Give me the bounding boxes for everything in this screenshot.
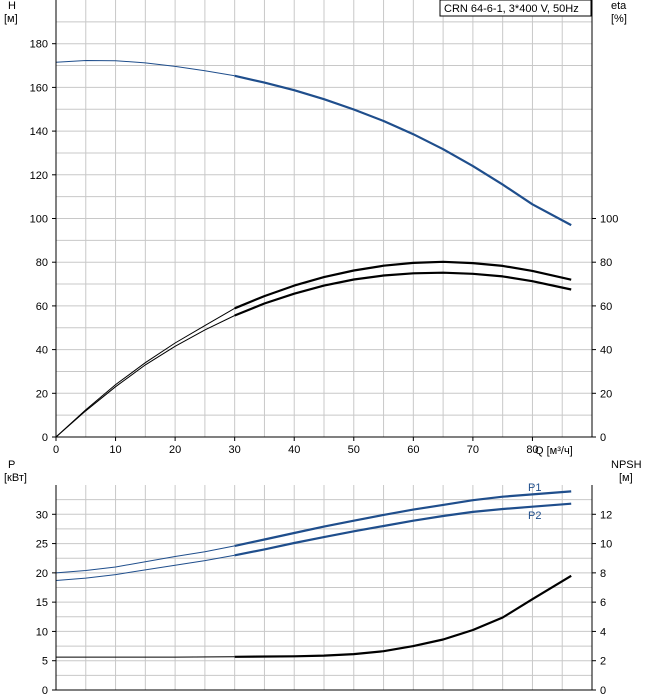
bottom-left-axis-unit: [кВт] (4, 472, 27, 484)
y-left-tick-label: 20 (36, 388, 48, 400)
x-tick-label: 10 (109, 444, 121, 456)
x-tick-label: 50 (348, 444, 360, 456)
bottom-right-axis-title: NPSH (611, 459, 642, 471)
y-left-tick-label: 80 (36, 257, 48, 269)
y-right-tick-label: 0 (600, 685, 606, 697)
y-right-tick-label: 80 (600, 257, 612, 269)
x-tick-label: 70 (467, 444, 479, 456)
y-left-tick-label: 20 (36, 568, 48, 580)
y-left-tick-label: 30 (36, 509, 48, 521)
y-left-tick-label: 180 (30, 39, 48, 51)
x-tick-label: 80 (526, 444, 538, 456)
y-right-tick-label: 8 (600, 568, 606, 580)
curve-head (234, 74, 572, 227)
curve-eta-2-extended (55, 315, 235, 438)
curve-p1-extended (55, 545, 235, 574)
y-left-tick-label: 15 (36, 597, 48, 609)
curves (55, 59, 572, 658)
grid-bottom (56, 485, 592, 690)
curve-p2-extended (55, 554, 235, 581)
y-right-tick-label: 12 (600, 509, 612, 521)
legend-box (439, 0, 592, 17)
y-left-tick-label: 160 (30, 82, 48, 94)
y-right-tick-label: 100 (600, 214, 618, 226)
x-tick-label: 60 (407, 444, 419, 456)
top-left-axis-title: H (8, 0, 16, 12)
y-right-tick-label: 2 (600, 656, 606, 668)
series-label-p1: P1 (528, 482, 541, 494)
grid-top (56, 0, 592, 437)
y-right-tick-label: 6 (600, 597, 606, 609)
y-left-tick-label: 10 (36, 626, 48, 638)
curve-npsh (234, 574, 572, 658)
top-left-axis-unit: [м] (4, 13, 18, 25)
bottom-left-axis-title: P (8, 459, 15, 471)
series-label-p2: P2 (528, 510, 541, 522)
curve-eta-1-extended (55, 307, 235, 438)
x-axis-title: Q [м³/ч] (535, 445, 573, 457)
y-left-tick-label: 0 (42, 432, 48, 444)
curve-p2 (234, 502, 572, 557)
x-tick-label: 0 (53, 444, 59, 456)
y-right-tick-label: 60 (600, 301, 612, 313)
axes (52, 0, 596, 691)
curve-head-extended (55, 59, 235, 77)
top-right-axis-unit: [%] (611, 13, 627, 25)
x-tick-label: 30 (229, 444, 241, 456)
legend-box-text: CRN 64-6-1, 3*400 V, 50Hz (444, 3, 579, 15)
y-left-tick-label: 120 (30, 170, 48, 182)
y-right-tick-label: 4 (600, 626, 606, 638)
y-left-tick-label: 60 (36, 301, 48, 313)
bottom-right-axis-unit: [м] (619, 472, 633, 484)
y-left-tick-label: 140 (30, 126, 48, 138)
y-right-tick-label: 40 (600, 345, 612, 357)
curve-eta-1 (234, 260, 572, 310)
y-right-tick-label: 10 (600, 539, 612, 551)
top-right-axis-title: eta (611, 0, 627, 12)
y-right-tick-label: 0 (600, 432, 606, 444)
x-tick-label: 20 (169, 444, 181, 456)
y-left-tick-label: 5 (42, 656, 48, 668)
y-left-tick-label: 0 (42, 685, 48, 697)
y-left-tick-label: 40 (36, 345, 48, 357)
y-left-tick-label: 100 (30, 214, 48, 226)
curve-p1 (234, 490, 572, 547)
curve-eta-2 (234, 271, 572, 317)
x-tick-label: 40 (288, 444, 300, 456)
y-left-tick-label: 25 (36, 539, 48, 551)
y-right-tick-label: 20 (600, 388, 612, 400)
